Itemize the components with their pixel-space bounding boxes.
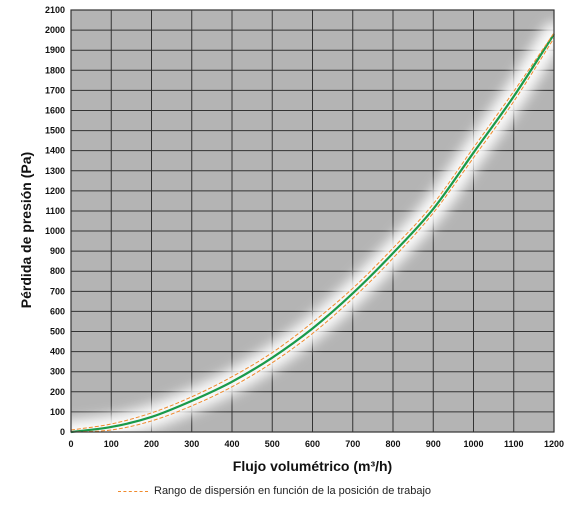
y-tick-label: 300 — [50, 367, 65, 377]
series-dispersion-lower-line — [70, 37, 555, 433]
y-tick-label: 700 — [50, 286, 65, 296]
y-tick-label: 1300 — [45, 166, 65, 176]
y-tick-label: 1600 — [45, 105, 65, 115]
y-tick-label: 400 — [50, 347, 65, 357]
y-tick-label: 1000 — [45, 226, 65, 236]
x-tick-label: 200 — [144, 439, 159, 449]
x-tick-label: 900 — [426, 439, 441, 449]
y-axis-label: Pérdida de presión (Pa) — [16, 152, 36, 308]
x-tick-label: 600 — [305, 439, 320, 449]
y-tick-label: 1900 — [45, 45, 65, 55]
y-tick-label: 800 — [50, 266, 65, 276]
y-tick-label: 1200 — [45, 186, 65, 196]
series-layer — [70, 32, 555, 434]
x-tick-label: 100 — [104, 439, 119, 449]
legend: Rango de dispersión en función de la pos… — [118, 483, 431, 499]
x-tick-label: 1200 — [544, 439, 564, 449]
x-tick-label: 800 — [385, 439, 400, 449]
series-main-line — [70, 33, 555, 434]
y-tick-label: 200 — [50, 387, 65, 397]
y-tick-label: 100 — [50, 407, 65, 417]
y-tick-label: 0 — [60, 427, 65, 437]
series-dispersion-upper-line — [70, 32, 555, 431]
y-tick-label: 1800 — [45, 65, 65, 75]
y-axis-label-text: Pérdida de presión (Pa) — [18, 151, 34, 309]
y-tick-label: 900 — [50, 246, 65, 256]
y-tick-label: 1400 — [45, 146, 65, 156]
y-tick-label: 1100 — [45, 206, 65, 216]
y-tick-label: 2000 — [45, 25, 65, 35]
x-tick-label: 300 — [184, 439, 199, 449]
y-tick-label: 600 — [50, 306, 65, 316]
x-tick-label: 1100 — [504, 439, 524, 449]
x-tick-label: 0 — [68, 439, 73, 449]
x-tick-label: 700 — [345, 439, 360, 449]
plot-frame — [70, 9, 555, 433]
x-tick-label: 500 — [265, 439, 280, 449]
y-tick-label: 1500 — [45, 126, 65, 136]
x-axis-ticks: 0 100 200 300 400 500 600 700 800 900 1000 1100 1200 — [68, 439, 564, 449]
x-tick-label: 400 — [224, 439, 239, 449]
legend-label: Rango de dispersión en función de la pos… — [154, 485, 432, 497]
x-axis-label: Flujo volumétrico (m³/h) — [232, 458, 393, 474]
y-tick-label: 500 — [50, 327, 65, 337]
x-tick-label: 1000 — [463, 439, 483, 449]
y-tick-label: 2100 — [45, 5, 65, 15]
y-axis-ticks: 0 100 200 300 400 500 600 700 800 900 1000 1100 1200… — [45, 5, 65, 437]
y-tick-label: 1700 — [45, 85, 65, 95]
legend-swatch — [118, 490, 148, 492]
